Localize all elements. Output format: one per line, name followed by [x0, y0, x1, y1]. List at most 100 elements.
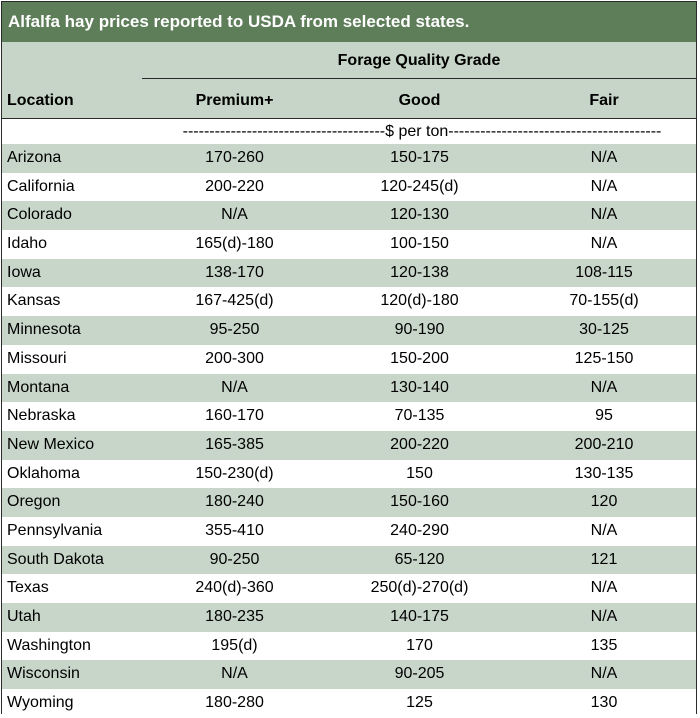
cell-good: 90-205 [394, 665, 445, 683]
cell-premium: N/A [221, 378, 248, 396]
cell-good: 240-290 [390, 521, 449, 539]
cell-good: 130-140 [390, 378, 449, 396]
cell-good: 170 [406, 636, 433, 654]
cell-premium: 240(d)-360 [195, 579, 274, 597]
cell-good: 100-150 [390, 235, 449, 253]
cell-location: Utah [7, 608, 41, 625]
table-row: Washington 195(d) 170 135 [2, 631, 696, 661]
cell-location: South Dakota [7, 550, 104, 568]
cell-location: Washington [7, 636, 91, 654]
cell-fair: 121 [590, 550, 618, 568]
cell-fair: 70-155(d) [569, 292, 639, 310]
table-row: Minnesota 95-250 90-190 30-125 [2, 316, 696, 345]
cell-fair: N/A [590, 235, 618, 253]
cell-location: Pennsylvania [7, 521, 103, 539]
table-row: Missouri 200-300 150-200 125-150 [2, 344, 696, 374]
cell-premium: N/A [221, 206, 248, 224]
column-header-premium: Premium+ [195, 92, 274, 109]
table-row: Colorado N/A 120-130 N/A [2, 201, 696, 231]
table-row: Nebraska 160-170 70-135 95 [2, 402, 696, 431]
cell-fair: N/A [590, 521, 618, 539]
cell-location: Wyoming [7, 694, 74, 712]
table-row: Pennsylvania 355-410 240-290 N/A [2, 516, 696, 546]
cell-fair: 108-115 [575, 263, 633, 281]
table-row: South Dakota 90-250 65-120 121 [2, 545, 696, 575]
cell-premium: 180-280 [205, 694, 264, 712]
table-row: Idaho 165(d)-180 100-150 N/A [2, 230, 696, 259]
cell-location: Colorado [7, 206, 72, 224]
cell-premium: N/A [221, 665, 248, 683]
table-row: Texas 240(d)-360 250(d)-270(d) N/A [2, 574, 696, 603]
cell-location: Texas [7, 579, 49, 597]
table-row: Wyoming 180-280 125 130 [2, 689, 696, 718]
table-row: Arizona 170-260 150-175 N/A [2, 144, 696, 173]
cell-premium: 167-425(d) [195, 292, 274, 310]
cell-good: 150 [406, 464, 433, 482]
cell-good: 65-120 [394, 550, 445, 568]
table-header: Forage Quality Grade Location Premium+ G… [2, 42, 696, 119]
cell-fair: 200-210 [574, 435, 634, 453]
table-row: Oregon 180-240 150-160 120 [2, 488, 696, 517]
cell-location: Oregon [7, 493, 61, 511]
cell-premium: 95-250 [209, 321, 260, 339]
cell-location: Wisconsin [7, 665, 80, 683]
cell-good: 250(d)-270(d) [370, 579, 469, 597]
table-row: New Mexico 165-385 200-220 200-210 [2, 430, 696, 460]
cell-premium: 355-410 [205, 521, 264, 539]
cell-location: Arizona [7, 149, 62, 166]
cell-fair: N/A [590, 177, 618, 195]
table-row: Utah 180-235 140-175 N/A [2, 603, 696, 632]
cell-location: Iowa [7, 263, 41, 281]
cell-premium: 90-250 [209, 550, 260, 568]
cell-good: 120(d)-180 [380, 292, 459, 310]
table-body: Arizona 170-260 150-175 N/A California 200-22… [2, 144, 696, 718]
table-row: Iowa 138-170 120-138 108-115 [2, 258, 696, 288]
cell-premium: 150-230(d) [195, 464, 274, 482]
cell-fair: N/A [590, 149, 618, 166]
cell-good: 150-200 [390, 349, 449, 367]
cell-location: Oklahoma [7, 464, 80, 482]
cell-fair: 135 [590, 636, 618, 654]
cell-good: 120-130 [390, 206, 449, 224]
cell-premium: 180-235 [205, 608, 264, 625]
cell-good: 90-190 [394, 321, 445, 339]
cell-premium: 165(d)-180 [195, 235, 274, 253]
cell-location: Minnesota [7, 321, 81, 339]
table-row: California 200-220 120-245(d) N/A [2, 172, 696, 202]
cell-fair: N/A [590, 206, 618, 224]
column-header-location: Location [7, 92, 74, 109]
cell-good: 120-138 [390, 263, 449, 281]
cell-good: 140-175 [390, 608, 449, 625]
cell-premium: 160-170 [205, 407, 264, 425]
cell-premium: 195(d) [211, 636, 258, 654]
cell-fair: 130-135 [574, 464, 634, 482]
cell-location: Kansas [7, 292, 61, 310]
cell-good: 150-175 [390, 149, 449, 166]
cell-premium: 170-260 [205, 149, 264, 166]
cell-fair: 95 [595, 407, 613, 425]
cell-good: 70-135 [394, 407, 445, 425]
cell-good: 125 [406, 694, 433, 712]
cell-good: 200-220 [390, 435, 449, 453]
cell-fair: 120 [590, 493, 618, 511]
cell-good: 120-245(d) [380, 177, 459, 195]
cell-premium: 180-240 [205, 493, 264, 511]
cell-good: 150-160 [390, 493, 449, 511]
cell-location: California [7, 177, 75, 195]
cell-fair: N/A [590, 608, 618, 625]
cell-fair: N/A [590, 378, 618, 396]
table-title: Alfalfa hay prices reported to USDA from… [2, 2, 696, 42]
cell-fair: 125-150 [574, 349, 634, 367]
group-header-forage-quality: Forage Quality Grade [337, 52, 501, 69]
cell-premium: 138-170 [205, 263, 264, 281]
cell-fair: N/A [590, 579, 618, 597]
cell-location: Montana [7, 378, 70, 396]
cell-fair: 130 [590, 694, 618, 712]
cell-location: Idaho [7, 235, 48, 253]
table-row: Montana N/A 130-140 N/A [2, 373, 696, 403]
cell-location: Nebraska [7, 407, 76, 425]
units-label: --------------------------------------$ … [182, 123, 662, 140]
cell-premium: 200-220 [205, 177, 264, 195]
cell-fair: N/A [590, 665, 618, 683]
